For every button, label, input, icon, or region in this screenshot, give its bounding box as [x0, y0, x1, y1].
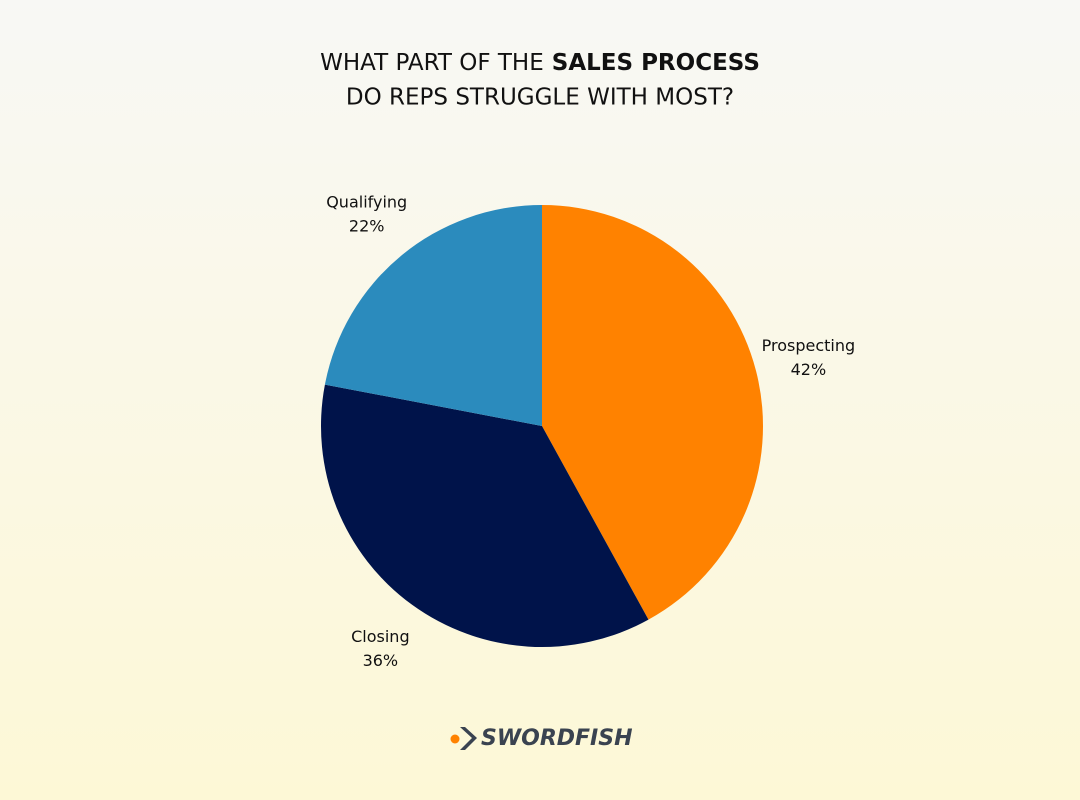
brand-name: SWORDFISH	[481, 726, 633, 751]
pie-slice	[542, 205, 764, 620]
slice-value-label: 42%	[791, 360, 827, 379]
pie	[321, 205, 764, 648]
pie-slice	[324, 205, 542, 426]
chart-title: DO REPS STRUGGLE WITH MOST?	[346, 85, 734, 111]
logo-arrow	[460, 727, 477, 750]
slice-value-label: 22%	[349, 217, 385, 236]
slice-label: Closing	[351, 627, 409, 646]
pie-slice	[321, 384, 649, 648]
slice-value-label: 36%	[363, 651, 399, 670]
slice-label: Prospecting	[762, 336, 856, 355]
chart-title: WHAT PART OF THE SALES PROCESS	[320, 50, 760, 76]
slice-label: Qualifying	[326, 193, 407, 212]
logo-dot	[450, 734, 460, 744]
title-part: WHAT PART OF THE	[320, 50, 544, 76]
title-part: SALES PROCESS	[552, 50, 760, 76]
brand-logo: SWORDFISH	[450, 726, 633, 751]
